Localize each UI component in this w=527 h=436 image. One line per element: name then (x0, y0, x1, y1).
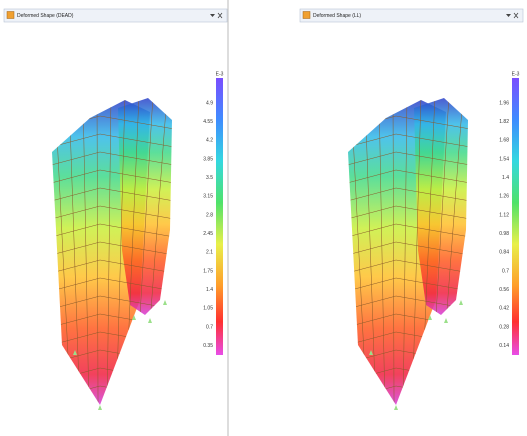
scale-label: 1.4 (206, 287, 213, 293)
window-icon (303, 12, 310, 19)
window-title: Deformed Shape (DEAD) (17, 13, 74, 19)
scale-unit: E-3 (216, 71, 224, 77)
scale-label: 1.4 (502, 175, 509, 181)
scale-label: 1.12 (499, 212, 509, 218)
scale-label: 0.7 (502, 268, 509, 274)
window-icon (7, 12, 14, 19)
scale-label: 1.05 (203, 306, 213, 312)
scale-label: 4.9 (206, 100, 213, 106)
scale-label: 0.84 (499, 250, 509, 256)
scale-label: 0.28 (499, 324, 509, 330)
support (98, 405, 102, 410)
scale-label: 0.14 (499, 343, 509, 349)
support (444, 318, 448, 323)
scale-label: 3.85 (203, 156, 213, 162)
floor-line (40, 386, 180, 402)
title-bar: Deformed Shape (LL) (300, 9, 523, 22)
scale-bar (216, 78, 223, 355)
scale-label: 1.75 (203, 268, 213, 274)
scale-label: 0.98 (499, 231, 509, 237)
scale-label: 1.96 (499, 100, 509, 106)
scale-label: 1.54 (499, 156, 509, 162)
deformed-structure (336, 95, 476, 410)
color-scale: E-3 4.9 4.55 4.2 3.85 3.5 3.15 2.8 2.45 2.1 1.75 1.… (203, 71, 223, 355)
support (163, 300, 167, 305)
support (148, 318, 152, 323)
deformed-structure (40, 95, 180, 410)
scale-unit: E-3 (512, 71, 520, 77)
scale-label: 0.42 (499, 306, 509, 312)
floor-line (336, 386, 476, 402)
scale-label: 3.5 (206, 175, 213, 181)
scale-bar (512, 78, 519, 355)
scale-label: 0.56 (499, 287, 509, 293)
screen: Deformed Shape (DEAD) E-3 4.9 4.55 4.2 3.85 3.… (0, 0, 527, 436)
scale-label: 2.8 (206, 212, 213, 218)
window: Deformed Shape (LL) E-3 1.96 1.82 1.68 1.54 1.… (300, 9, 523, 410)
scale-label: 1.26 (499, 194, 509, 200)
scale-label: 2.45 (203, 231, 213, 237)
scale-label: 4.55 (203, 119, 213, 125)
window-title: Deformed Shape (LL) (313, 13, 361, 19)
scale-label: 0.35 (203, 343, 213, 349)
scale-label: 1.68 (499, 138, 509, 144)
scale-label: 1.82 (499, 119, 509, 125)
window: Deformed Shape (DEAD) E-3 4.9 4.55 4.2 3.85 3.… (4, 9, 227, 410)
scale-label: 3.15 (203, 194, 213, 200)
scale-label: 0.7 (206, 324, 213, 330)
scale-label: 4.2 (206, 138, 213, 144)
title-bar: Deformed Shape (DEAD) (4, 9, 227, 22)
scale-label: 2.1 (206, 250, 213, 256)
color-scale: E-3 1.96 1.82 1.68 1.54 1.4 1.26 1.12 0.98 0.84 0.… (499, 71, 519, 355)
support (459, 300, 463, 305)
support (394, 405, 398, 410)
